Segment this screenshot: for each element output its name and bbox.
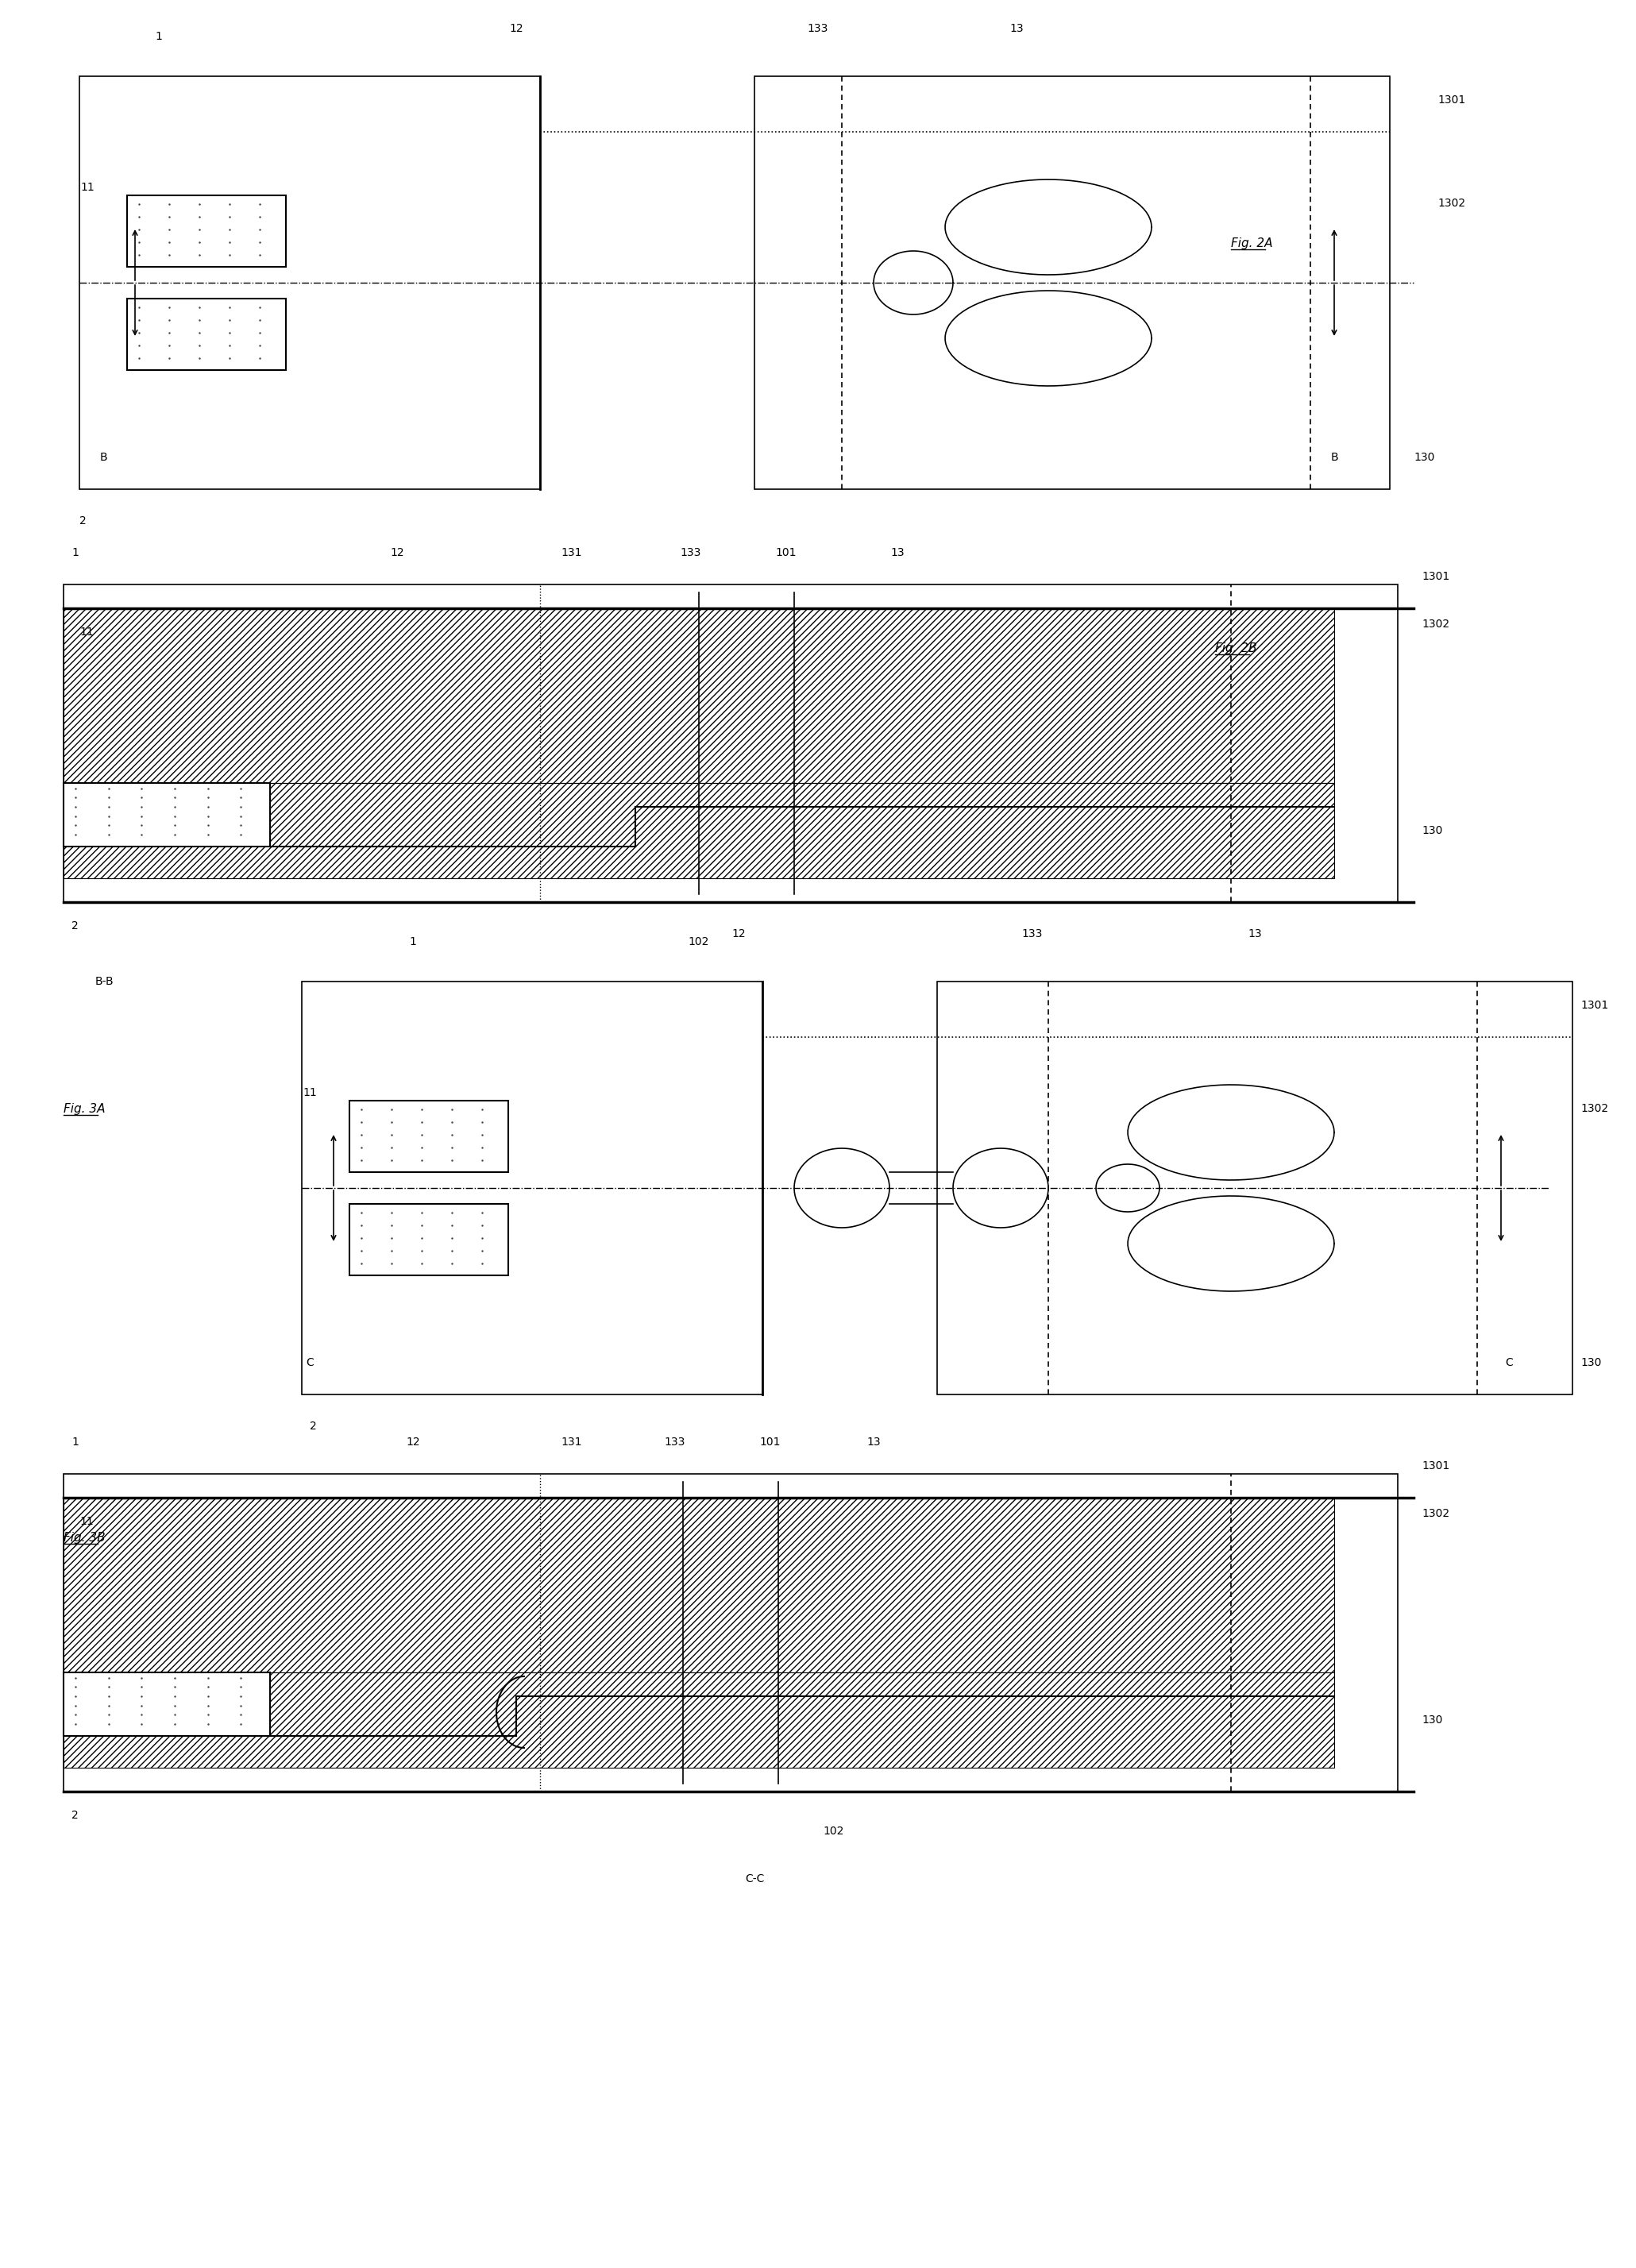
Text: 130: 130 [1580, 1356, 1602, 1368]
Bar [350, 1204, 509, 1275]
Text: 13: 13 [1248, 928, 1261, 939]
Text: 131: 131 [561, 547, 582, 558]
Text: 11: 11 [303, 1086, 317, 1098]
Text: 2: 2 [72, 921, 79, 932]
Text: 1: 1 [72, 547, 79, 558]
Text: 13: 13 [1009, 23, 1024, 34]
Text: 13: 13 [867, 1436, 880, 1447]
Bar [64, 608, 1335, 782]
Text: 101: 101 [759, 1436, 780, 1447]
Bar [64, 1672, 1335, 1767]
Text: 102: 102 [689, 937, 710, 948]
Bar [301, 982, 762, 1395]
Text: 12: 12 [731, 928, 746, 939]
Text: 1301: 1301 [1580, 1000, 1608, 1012]
Text: 1301: 1301 [1438, 95, 1466, 107]
Bar [350, 1100, 509, 1173]
Text: 11: 11 [80, 181, 95, 193]
Text: 11: 11 [80, 626, 93, 637]
Text: 133: 133 [808, 23, 828, 34]
Bar [64, 782, 270, 846]
Text: 1302: 1302 [1580, 1102, 1608, 1114]
Text: 1302: 1302 [1422, 1508, 1449, 1520]
Text: Fig. 3A: Fig. 3A [64, 1102, 105, 1114]
Text: Fig. 3B: Fig. 3B [64, 1531, 105, 1542]
Text: 2: 2 [72, 1810, 79, 1821]
Bar [128, 195, 286, 268]
Text: 133: 133 [664, 1436, 685, 1447]
Text: 1: 1 [155, 32, 162, 43]
Text: 1302: 1302 [1438, 197, 1466, 209]
Text: B: B [100, 451, 106, 463]
Text: 1: 1 [72, 1436, 79, 1447]
Text: C: C [306, 1356, 314, 1368]
Text: 133: 133 [1022, 928, 1042, 939]
Text: B: B [1330, 451, 1338, 463]
Text: 11: 11 [80, 1515, 93, 1526]
Bar [937, 982, 1572, 1395]
Text: 130: 130 [1422, 826, 1443, 837]
Text: 131: 131 [561, 1436, 582, 1447]
Bar [754, 77, 1391, 490]
Text: Fig. 2B: Fig. 2B [1216, 642, 1256, 653]
Text: B-B: B-B [95, 975, 115, 987]
Text: 130: 130 [1414, 451, 1435, 463]
Text: 130: 130 [1422, 1715, 1443, 1726]
Text: 12: 12 [509, 23, 524, 34]
Text: 1301: 1301 [1422, 572, 1449, 583]
Text: 12: 12 [389, 547, 404, 558]
Text: 2: 2 [80, 515, 87, 526]
Bar [64, 585, 1397, 903]
Bar [64, 1497, 1335, 1672]
Text: C: C [1505, 1356, 1513, 1368]
Text: 1301: 1301 [1422, 1461, 1449, 1472]
Text: 101: 101 [775, 547, 797, 558]
Text: 102: 102 [823, 1826, 844, 1837]
Text: 12: 12 [406, 1436, 420, 1447]
Bar [64, 782, 1335, 878]
Bar [64, 1474, 1397, 1792]
Text: Fig. 2A: Fig. 2A [1230, 238, 1273, 249]
Text: 2: 2 [309, 1420, 317, 1431]
Text: C-C: C-C [744, 1873, 764, 1885]
Text: 1: 1 [409, 937, 417, 948]
Bar [128, 299, 286, 370]
Text: 1302: 1302 [1422, 619, 1449, 631]
Bar [80, 77, 540, 490]
Text: 13: 13 [890, 547, 905, 558]
Text: 133: 133 [681, 547, 702, 558]
Bar [64, 1672, 270, 1735]
